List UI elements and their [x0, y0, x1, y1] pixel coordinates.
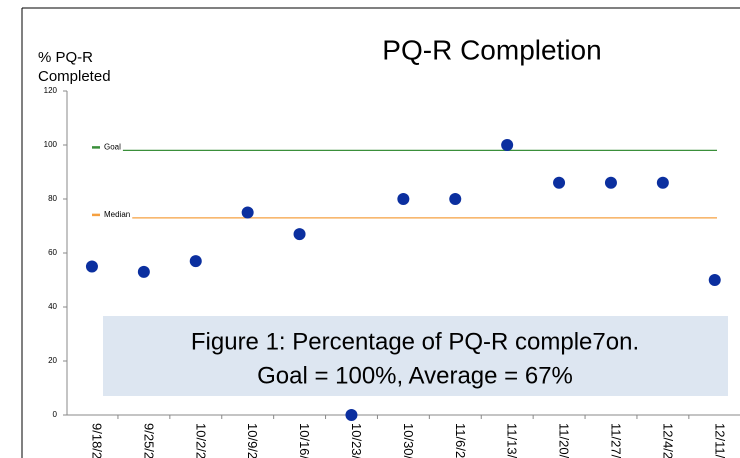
marker [708, 274, 721, 286]
y-axis-label: % PQ-R [38, 49, 93, 66]
x-tick-group: 10/16/20 [297, 423, 312, 458]
marker [397, 193, 410, 205]
marker [241, 206, 254, 219]
y-axis-label: Completed [38, 68, 111, 85]
y-tick-label: 0 [53, 410, 58, 419]
x-tick-group: 11/27/20 [609, 423, 624, 458]
marker [656, 176, 669, 189]
x-tick-label: 10/23/20 [349, 423, 364, 458]
marker [345, 409, 358, 421]
marker [189, 255, 202, 268]
x-tick-label: 12/4/20 [660, 423, 675, 458]
y-tick-label: 20 [48, 356, 57, 365]
x-tick-group: 12/11/20 [712, 423, 727, 458]
y-tick-label: 80 [48, 194, 57, 203]
x-tick-group: 10/9/20 [245, 423, 260, 458]
x-tick-group: 9/18/20 [90, 423, 105, 458]
x-tick-group: 9/25/20 [141, 423, 156, 458]
y-tick-label: 100 [44, 140, 58, 149]
x-tick-label: 10/30/20 [401, 423, 416, 458]
annotation: Goal = 100%, Average = 67% [257, 362, 573, 389]
x-tick-label: 11/6/20 [453, 423, 468, 458]
x-tick-label: 10/2/20 [193, 423, 208, 458]
marker [449, 193, 462, 205]
x-tick-group: 12/4/20 [660, 423, 675, 458]
x-tick-label: 9/18/20 [90, 423, 105, 458]
marker [604, 176, 617, 189]
annotation: Figure 1: Percentage of PQ-R comple7on. [191, 328, 639, 355]
x-tick-label: 11/27/20 [609, 423, 624, 458]
y-tick-label: 40 [48, 302, 57, 311]
x-tick-label: 11/20/20 [557, 423, 572, 458]
x-tick-label: 12/11/20 [712, 423, 727, 458]
x-tick-group: 11/20/20 [557, 423, 572, 458]
x-tick-group: 11/13/20 [505, 423, 520, 458]
marker [137, 265, 150, 278]
chart-title: PQ-R Completion [382, 34, 601, 65]
reference-label: Median [104, 210, 130, 219]
x-tick-group: 10/30/20 [401, 423, 416, 458]
marker [85, 260, 98, 273]
x-tick-group: 10/23/20 [349, 423, 364, 458]
x-tick-label: 9/25/20 [141, 423, 156, 458]
x-tick-label: 10/9/20 [245, 423, 260, 458]
y-tick-label: 60 [48, 248, 57, 257]
x-tick-label: 10/16/20 [297, 423, 312, 458]
y-tick-label: 120 [44, 86, 58, 95]
x-tick-label: 11/13/20 [505, 423, 520, 458]
annotation-box [103, 316, 728, 396]
marker [553, 176, 566, 189]
marker [293, 228, 306, 241]
x-tick-group: 10/2/20 [193, 423, 208, 458]
reference-label: Goal [104, 143, 121, 152]
x-tick-group: 11/6/20 [453, 423, 468, 458]
marker [501, 139, 514, 151]
